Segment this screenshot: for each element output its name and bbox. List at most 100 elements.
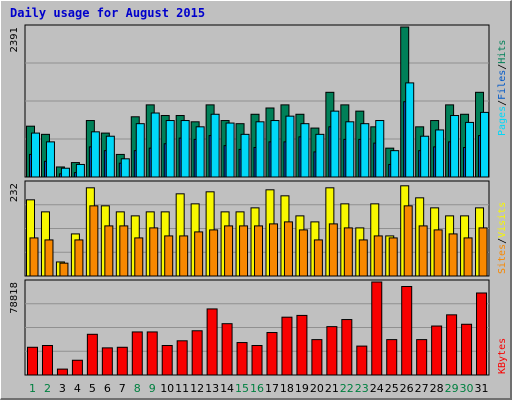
kbytes-bar-28 [431,325,443,376]
pages-bar-15 [240,133,250,178]
pages-bar-27 [420,135,430,178]
sites-bar-6 [104,225,114,277]
x-tick-label-12: 12 [190,382,204,395]
sites-bar-4 [74,239,84,277]
sites-bar-28 [433,229,443,277]
sites-bar-1 [29,237,39,277]
kbytes-bar-27 [416,339,428,376]
sites-bar-3 [59,262,69,277]
x-tick-label-17: 17 [265,382,279,395]
legend-hits: Hits [497,40,508,64]
x-tick-label-24: 24 [370,382,384,395]
x-tick-label-4: 4 [74,382,81,395]
kbytes-bar-8 [131,331,143,376]
pages-bar-4 [75,163,85,178]
pages-bar-11 [180,120,190,178]
kbytes-bar-25 [386,339,398,376]
legend-visits: Visits [497,202,508,238]
pages-bar-10 [165,120,175,178]
sites-bar-31 [478,227,488,277]
kbytes-bar-11 [176,340,188,376]
x-tick-label-25: 25 [385,382,399,395]
pages-bar-13 [210,113,220,178]
kbytes-bar-18 [281,316,293,376]
sites-bar-8 [134,237,144,277]
kbytes-bar-26 [401,286,413,376]
kbytes-bar-21 [326,326,338,376]
kbytes-bar-30 [461,323,473,376]
pages-bar-23 [360,123,370,178]
pages-bar-31 [480,111,490,178]
sites-bar-26 [403,205,413,277]
kbytes-bar-2 [41,345,53,376]
kbytes-bar-19 [296,314,308,376]
kbytes-bar-29 [446,314,458,376]
pages-bar-14 [225,122,235,178]
pages-bar-25 [390,150,400,178]
kbytes-bar-13 [206,308,218,376]
x-tick-label-27: 27 [415,382,429,395]
side-legend-top: Pages/Files/Hits [497,40,508,136]
x-tick-label-30: 30 [460,382,474,395]
sites-bar-7 [119,225,129,277]
x-tick-label-7: 7 [119,382,126,395]
y-max-label-1: 232 [9,183,20,202]
kbytes-bar-24 [371,281,383,376]
sites-bar-13 [209,229,219,277]
pages-bar-21 [330,110,340,178]
sites-bar-23 [358,239,368,277]
x-tick-label-26: 26 [400,382,414,395]
sites-bar-20 [313,239,323,277]
kbytes-bar-6 [101,347,113,376]
sites-bar-24 [373,235,383,277]
chart-title: Daily usage for August 2015 [10,6,206,20]
pages-bar-24 [375,120,385,178]
pages-bar-26 [405,82,415,178]
kbytes-bar-12 [191,330,203,376]
side-legend-middle: Sites/Visits [497,202,508,274]
sites-bar-25 [388,237,398,277]
kbytes-bar-22 [341,319,353,376]
x-tick-label-10: 10 [160,382,174,395]
kbytes-bar-9 [146,331,158,376]
sites-bar-15 [239,225,249,277]
legend-files: Files [497,70,508,100]
pages-bar-17 [270,120,280,178]
sites-bar-17 [268,223,278,277]
x-tick-label-11: 11 [175,382,189,395]
x-tick-label-18: 18 [280,382,294,395]
x-tick-label-28: 28 [430,382,444,395]
pages-bar-7 [120,158,130,178]
kbytes-bar-5 [86,333,98,376]
x-tick-label-16: 16 [250,382,264,395]
kbytes-bar-20 [311,339,323,376]
legend-kbytes: KBytes [497,338,508,374]
pages-bar-5 [90,131,100,178]
pages-bar-12 [195,126,205,178]
kbytes-bar-17 [266,332,278,376]
sites-bar-29 [448,233,458,277]
sites-bar-21 [328,223,338,277]
sites-bar-22 [343,227,353,277]
pages-bar-28 [435,129,445,178]
kbytes-bar-3 [56,368,68,376]
pages-bar-16 [255,121,265,178]
pages-bar-8 [135,123,145,178]
pages-bar-6 [105,135,115,178]
kbytes-bar-4 [71,359,83,376]
y-max-label-0: 2391 [9,27,20,52]
kbytes-bar-31 [476,292,488,376]
pages-bar-1 [31,132,40,178]
x-tick-label-6: 6 [104,382,111,395]
kbytes-bar-10 [161,345,173,376]
side-legend-bottom: KBytes [497,338,508,374]
x-tick-label-20: 20 [310,382,324,395]
x-tick-label-22: 22 [340,382,354,395]
kbytes-bar-1 [27,346,38,376]
x-tick-label-23: 23 [355,382,369,395]
sites-bar-10 [164,235,174,277]
x-tick-label-5: 5 [89,382,96,395]
sites-bar-2 [44,239,54,277]
pages-bar-22 [345,121,355,178]
